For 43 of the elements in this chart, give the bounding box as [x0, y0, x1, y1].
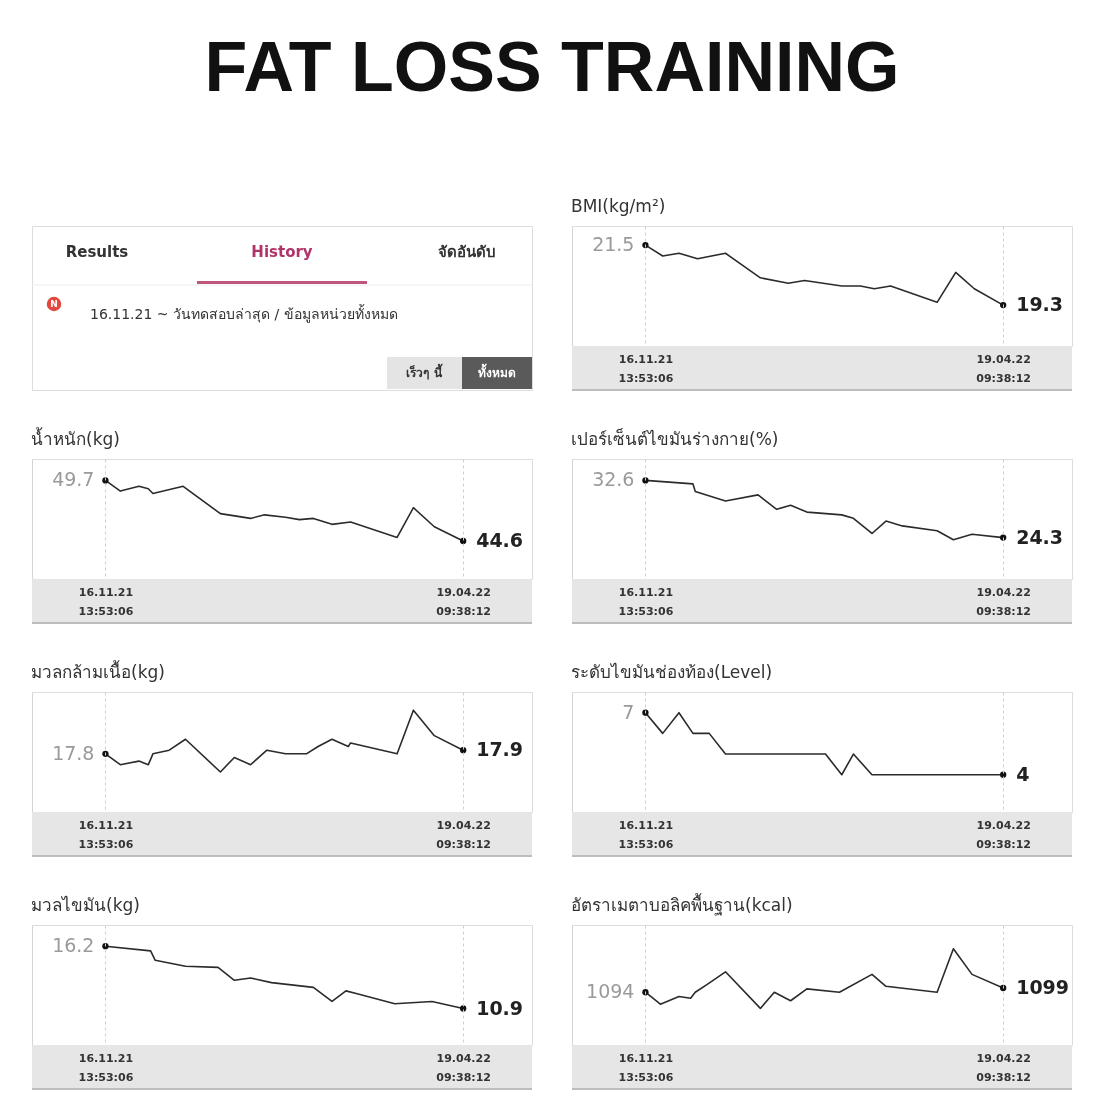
data-label: 21.5 — [592, 233, 635, 256]
data-label: 1094 — [586, 980, 635, 1003]
data-label: 4 — [1016, 762, 1030, 785]
data-label: 17.9 — [476, 738, 524, 761]
x-tick-label: 19.04.22 09:38:12 — [436, 818, 492, 851]
chart-title: น้ำหนัก(kg) — [31, 427, 120, 449]
x-tick-label: 19.04.22 09:38:12 — [976, 818, 1032, 851]
data-label: 10.9 — [476, 996, 524, 1019]
text: Results — [65, 243, 129, 261]
text: FAT LOSS TRAINING — [204, 27, 900, 106]
text: History — [251, 243, 313, 261]
chart-title: มวลไขมัน(kg) — [31, 895, 140, 915]
x-tick-label: 19.04.22 09:38:12 — [976, 352, 1032, 385]
x-tick-label: 16.11.21 13:53:06 — [618, 352, 674, 385]
data-label: 7 — [622, 700, 635, 723]
x-tick-label: 16.11.21 13:53:06 — [618, 585, 674, 618]
x-tick-label: 19.04.22 09:38:12 — [976, 1051, 1032, 1084]
data-label: 24.3 — [1016, 525, 1064, 548]
text: N — [50, 299, 58, 309]
data-label: 32.6 — [592, 468, 635, 491]
chart-title: เปอร์เซ็นต์ไขมันร่างกาย(%) — [571, 428, 779, 449]
data-label: 16.2 — [52, 934, 95, 957]
data-label: 17.8 — [52, 741, 95, 764]
chart-title: มวลกล้ามเนื้อ(kg) — [31, 660, 165, 682]
x-tick-label: 19.04.22 09:38:12 — [436, 1051, 492, 1084]
x-tick-label: 16.11.21 13:53:06 — [78, 585, 134, 618]
x-tick-label: 16.11.21 13:53:06 — [618, 1051, 674, 1084]
data-label: 44.6 — [476, 528, 524, 551]
x-tick-label: 19.04.22 09:38:12 — [436, 585, 492, 618]
text: จัดอันดับ — [438, 243, 496, 261]
x-tick-label: 16.11.21 13:53:06 — [78, 1051, 134, 1084]
x-tick-label: 16.11.21 13:53:06 — [78, 818, 134, 851]
data-label: 1099 — [1016, 975, 1070, 998]
text: ทั้งหมด — [478, 363, 516, 380]
x-tick-label: 19.04.22 09:38:12 — [976, 585, 1032, 618]
data-label: 49.7 — [52, 468, 95, 491]
chart-title: อัตราเมตาบอลิคพื้นฐาน(kcal) — [571, 893, 793, 916]
chart-title: BMI(kg/m²) — [571, 196, 666, 216]
text: เร็วๆ นี้ — [406, 363, 443, 380]
x-tick-label: 16.11.21 13:53:06 — [618, 818, 674, 851]
chart-title: ระดับไขมันช่องท้อง(Level) — [571, 662, 773, 682]
text: 16.11.21 ~ วันทดสอบล่าสุด / ข้อมูลหน่วยทั้งหมด — [90, 304, 398, 323]
data-label: 19.3 — [1016, 293, 1064, 316]
